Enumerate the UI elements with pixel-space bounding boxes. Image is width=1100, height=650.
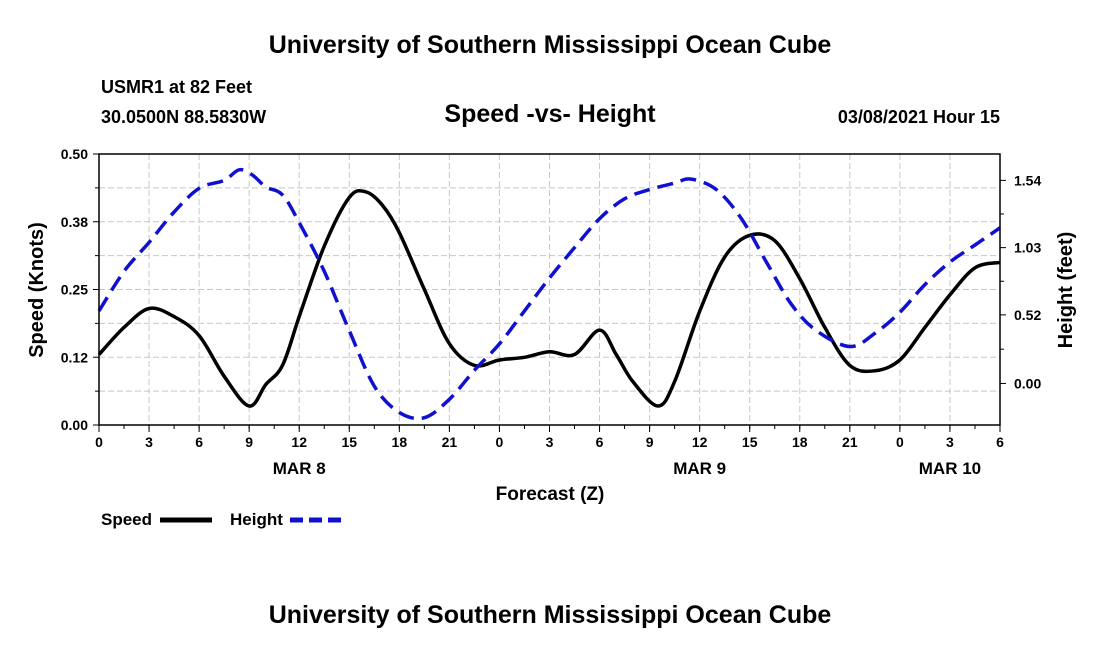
chart-title-bottom: University of Southern Mississippi Ocean… bbox=[268, 601, 832, 629]
x-tick-label: 9 bbox=[245, 434, 253, 450]
x-tick-label: 18 bbox=[392, 434, 408, 450]
series-line-height bbox=[97, 167, 1001, 421]
legend-height-label: Height bbox=[230, 510, 283, 529]
y-left-tick-label: 0.12 bbox=[61, 349, 88, 365]
x-tick-label: 18 bbox=[792, 434, 808, 450]
chart-subtitle: Speed -vs- Height bbox=[444, 100, 656, 128]
x-tick-label: 15 bbox=[341, 434, 357, 450]
x-tick-label: 21 bbox=[442, 434, 458, 450]
y-right-tick-label: 0.00 bbox=[1014, 375, 1041, 391]
x-tick-label: 0 bbox=[896, 434, 904, 450]
y-right-tick-label: 0.52 bbox=[1014, 307, 1041, 323]
legend-speed-swatch bbox=[160, 517, 212, 523]
x-tick-label: 12 bbox=[291, 434, 307, 450]
coordinates-label: 30.0500N 88.5830W bbox=[101, 107, 267, 127]
x-axis-label: Forecast (Z) bbox=[496, 484, 605, 505]
y-left-tick-label: 0.38 bbox=[61, 214, 88, 230]
y-axis-label-left: Speed (Knots) bbox=[26, 222, 48, 358]
day-label: MAR 8 bbox=[273, 459, 326, 478]
x-tick-label: 12 bbox=[692, 434, 708, 450]
x-tick-label: 0 bbox=[95, 434, 103, 450]
x-tick-label: 6 bbox=[195, 434, 203, 450]
date-label: 03/08/2021 Hour 15 bbox=[837, 107, 1000, 127]
y-left-tick-label: 0.50 bbox=[61, 146, 88, 162]
x-tick-label: 21 bbox=[842, 434, 858, 450]
x-tick-label: 6 bbox=[996, 434, 1004, 450]
day-label: MAR 9 bbox=[673, 459, 726, 478]
x-tick-label: 3 bbox=[946, 434, 954, 450]
x-tick-label: 15 bbox=[742, 434, 758, 450]
y-right-tick-label: 1.03 bbox=[1014, 240, 1041, 256]
station-label: USMR1 at 82 Feet bbox=[101, 77, 253, 97]
day-label: MAR 10 bbox=[919, 459, 981, 478]
grid bbox=[98, 153, 1001, 426]
series-line-speed bbox=[97, 188, 1001, 408]
y-left-tick-label: 0.00 bbox=[61, 417, 88, 433]
speed-height-chart: 0.00 0.12 0.25 0.38 0.50 0.00 0.52 1.03 1.54 0 3… bbox=[26, 146, 1077, 505]
chart-title-top: University of Southern Mississippi Ocean… bbox=[268, 31, 832, 59]
left-axis: 0.00 0.12 0.25 0.38 0.50 bbox=[61, 146, 99, 433]
x-tick-label: 3 bbox=[145, 434, 153, 450]
series-group bbox=[97, 167, 1001, 421]
legend-height-swatch bbox=[290, 517, 342, 523]
plot-frame bbox=[98, 153, 1001, 426]
x-tick-label: 3 bbox=[546, 434, 554, 450]
y-right-tick-label: 1.54 bbox=[1014, 172, 1041, 188]
y-left-tick-label: 0.25 bbox=[61, 282, 88, 298]
right-axis: 0.00 0.52 1.03 1.54 bbox=[1000, 172, 1041, 391]
x-tick-label: 0 bbox=[496, 434, 504, 450]
legend-speed-label: Speed bbox=[101, 510, 153, 529]
y-axis-label-right: Height (feet) bbox=[1055, 232, 1077, 349]
x-tick-label: 6 bbox=[596, 434, 604, 450]
x-axis: 0 3 6 9 12 15 18 21 0 3 6 9 12 15 18 21 0 3 6 MAR 8 MAR 9 MAR… bbox=[95, 425, 1004, 478]
x-tick-label: 9 bbox=[646, 434, 654, 450]
